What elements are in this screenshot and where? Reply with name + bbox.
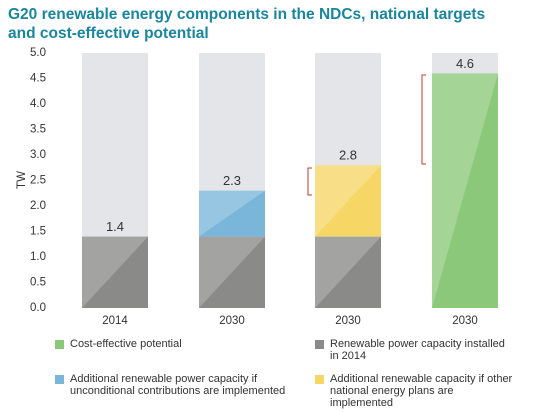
y-tick-label: 3.0 — [30, 149, 46, 161]
x-tick-label: 2014 — [102, 315, 128, 327]
y-tick-label: 5.0 — [30, 47, 46, 59]
legend-label: Cost-effective potential — [70, 338, 182, 350]
bar-segment — [432, 73, 498, 309]
y-tick-label: 0.5 — [30, 277, 46, 289]
legend-swatch — [315, 375, 324, 384]
total-label: 1.4 — [106, 219, 124, 234]
total-label: 4.6 — [456, 56, 474, 71]
bar-shade — [199, 190, 265, 237]
y-tick-label: 3.5 — [30, 124, 46, 136]
y-tick-label: 4.5 — [30, 73, 46, 85]
legend-swatch — [55, 375, 64, 384]
bar-segment — [315, 165, 381, 237]
legend-label: Additional renewable power capacity if u… — [70, 373, 286, 397]
x-tick-label: 2030 — [219, 315, 245, 327]
y-tick-label: 2.0 — [30, 200, 46, 212]
y-tick-label: 2.5 — [30, 175, 46, 187]
range-bracket — [421, 74, 426, 165]
legend-label: Additional renewable capacity if other n… — [330, 373, 513, 409]
y-tick-label: 1.0 — [30, 251, 46, 263]
bar-segment — [199, 190, 265, 237]
y-tick-label: 1.5 — [30, 226, 46, 238]
legend-swatch — [315, 340, 324, 349]
x-tick-label: 2030 — [452, 315, 478, 327]
bar-shade — [315, 236, 381, 308]
bar-shade — [82, 236, 148, 308]
x-tick-label: 2030 — [335, 315, 361, 327]
total-label: 2.8 — [339, 148, 357, 163]
total-label: 2.3 — [223, 173, 241, 188]
bar-shade — [432, 73, 498, 309]
bar-segment — [199, 236, 265, 308]
range-bracket — [307, 167, 312, 196]
bar-segment — [82, 236, 148, 308]
legend-label: Renewable power capacity installed in 20… — [330, 338, 505, 362]
legend-swatch — [55, 340, 64, 349]
chart-title: G20 renewable energy components in the N… — [8, 6, 486, 42]
bar-segment — [315, 236, 381, 308]
bar-shade — [315, 165, 381, 237]
bar-shade — [199, 236, 265, 308]
y-tick-label: 4.0 — [30, 98, 46, 110]
y-axis-label: TW — [16, 171, 28, 189]
y-tick-label: 0.0 — [30, 302, 46, 314]
